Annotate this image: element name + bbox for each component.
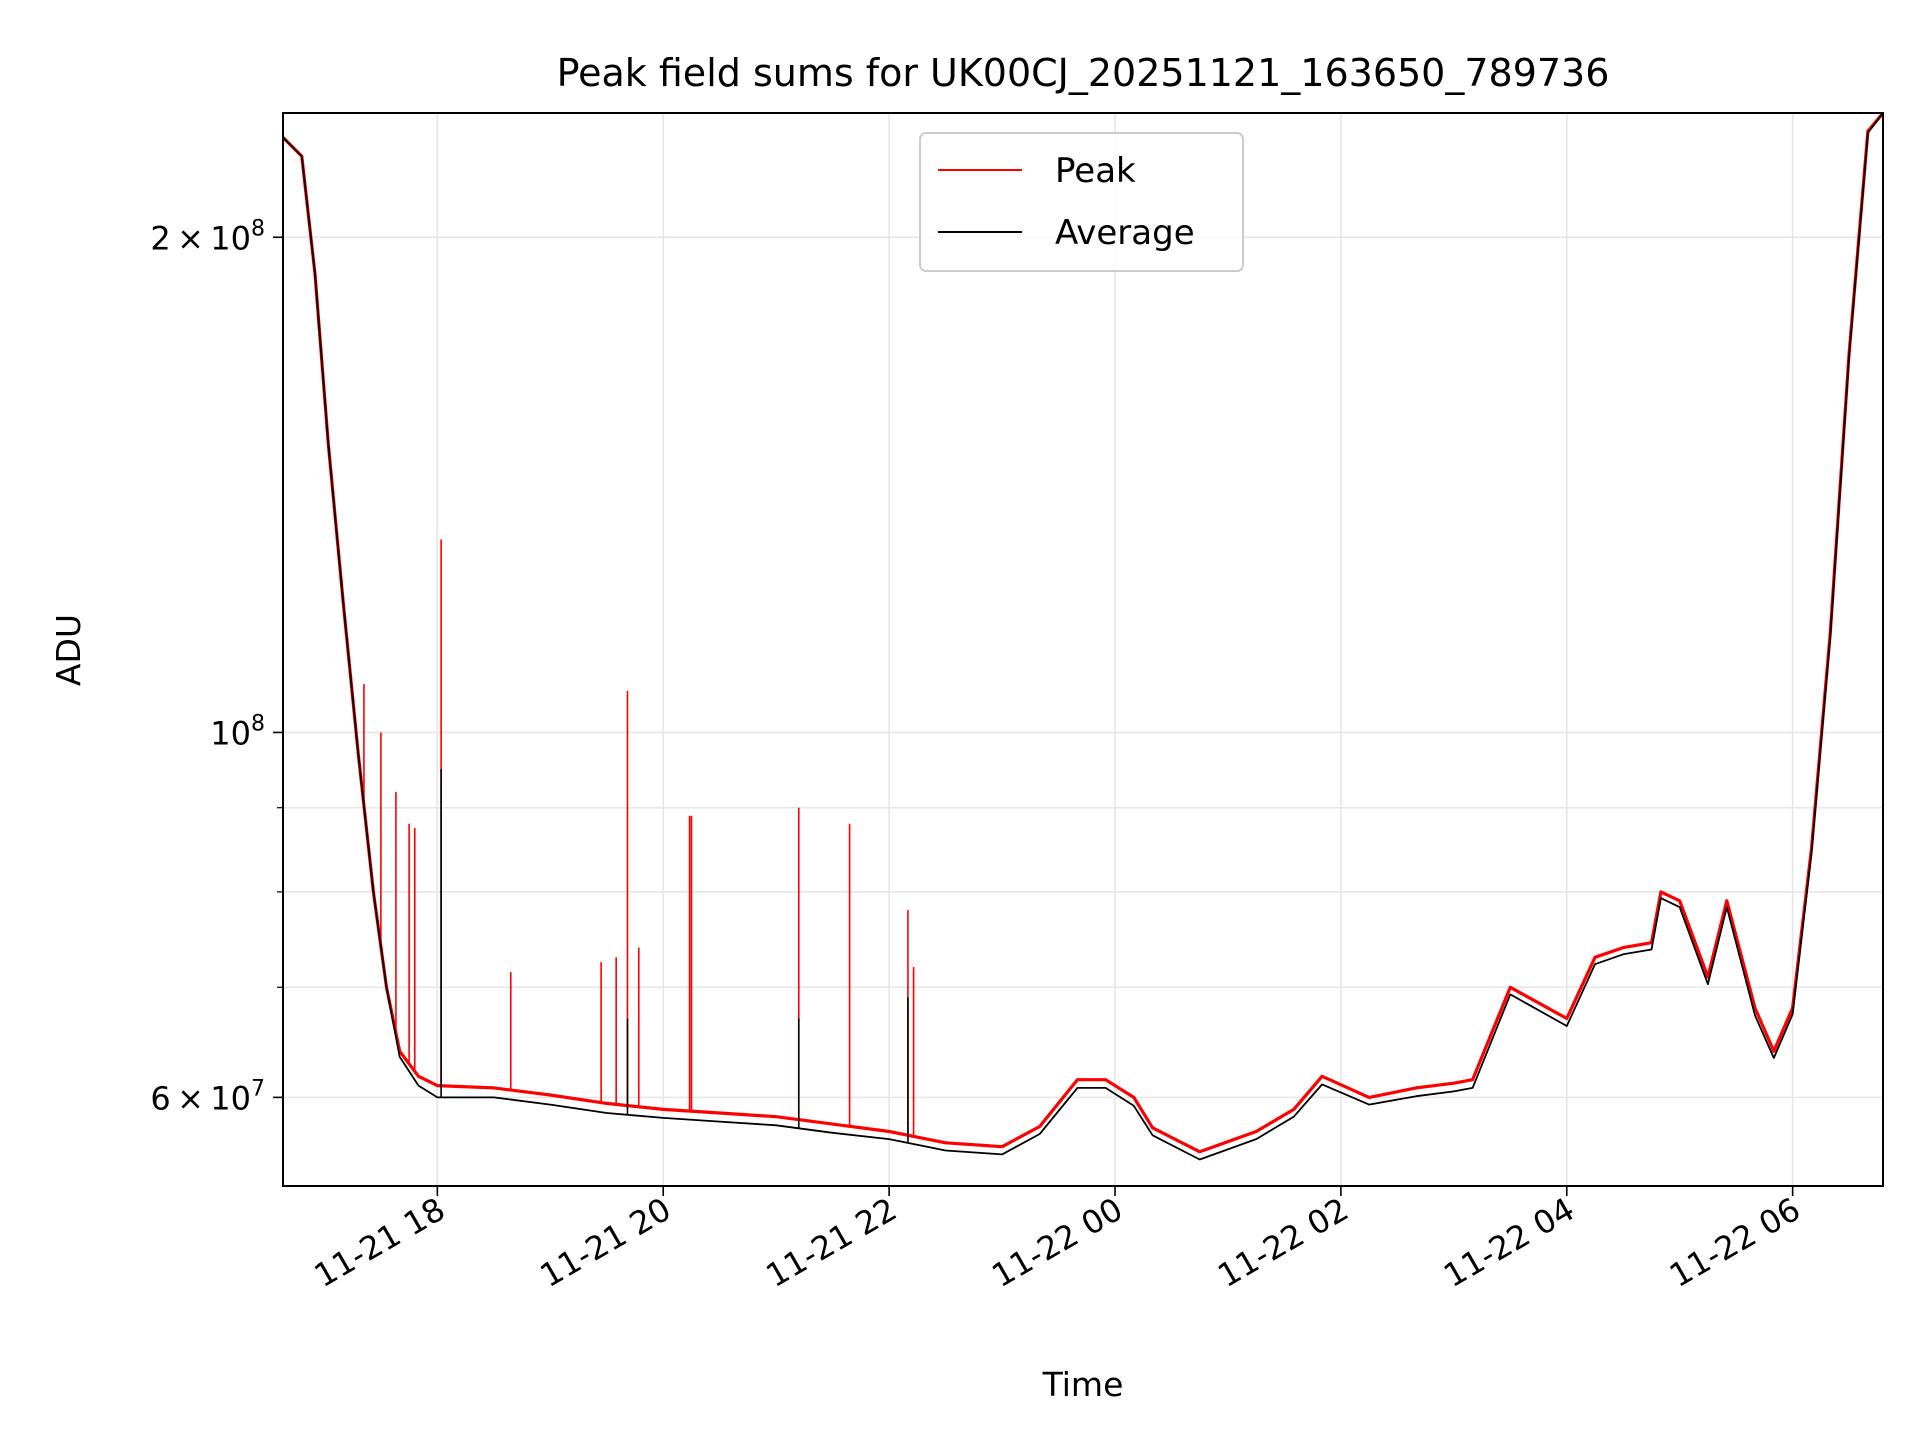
chart-title: Peak field sums for UK00CJ_20251121_1636… xyxy=(557,51,1610,95)
x-axis-label: Time xyxy=(1042,1365,1124,1404)
y-axis-label: ADU xyxy=(49,614,88,686)
legend-label-average: Average xyxy=(1055,213,1195,253)
series-line-peak xyxy=(283,113,1883,1154)
legend: Peak Average xyxy=(919,132,1244,272)
plot-frame xyxy=(282,112,1884,1187)
legend-box xyxy=(919,132,1244,272)
y-tick-label: 108 xyxy=(210,711,265,752)
legend-label-peak: Peak xyxy=(1055,151,1136,191)
series-line-average xyxy=(283,113,1883,1161)
y-tick-label: 2 × 108 xyxy=(150,216,265,257)
y-axis-ticks: 6 × 107 108 2 × 108 xyxy=(150,216,283,1117)
plot-series xyxy=(283,113,1883,1161)
series-group xyxy=(283,113,1883,1161)
y-tick-label: 6 × 107 xyxy=(150,1076,265,1117)
